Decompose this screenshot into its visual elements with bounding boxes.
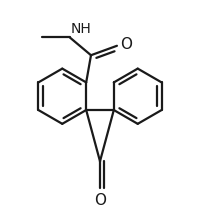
Text: O: O bbox=[120, 37, 132, 52]
Text: NH: NH bbox=[71, 22, 92, 36]
Text: O: O bbox=[94, 193, 106, 208]
